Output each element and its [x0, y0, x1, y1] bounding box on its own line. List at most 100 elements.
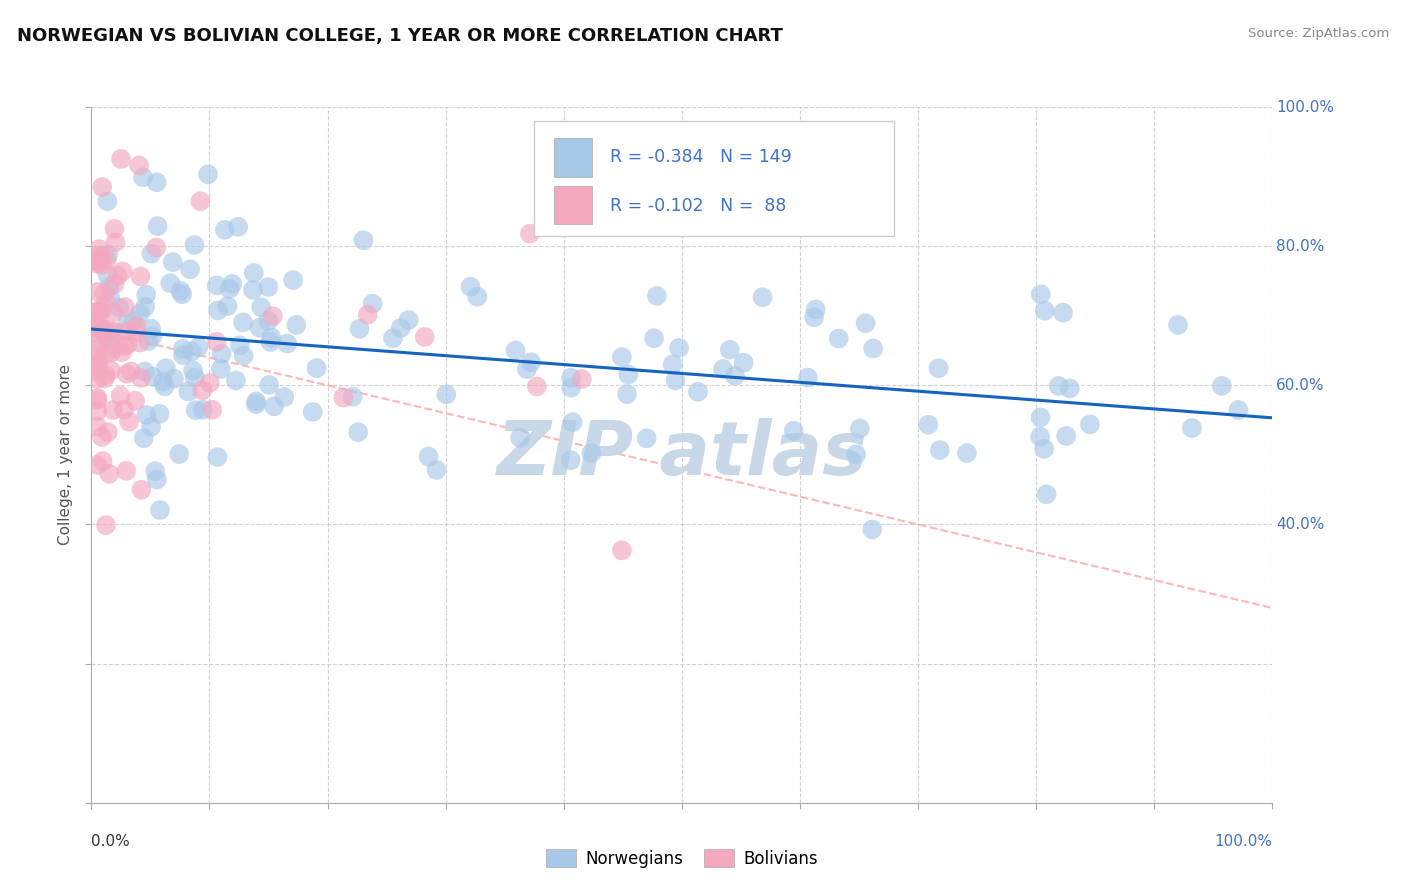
Point [276, 336, 298, 351]
Point [188, 194, 211, 209]
Point [184, 403, 207, 417]
Point [1167, 318, 1189, 332]
Point [125, 318, 148, 333]
Point [98, 280, 121, 294]
Point [172, 287, 194, 301]
Point [460, 279, 482, 293]
Point [184, 370, 207, 384]
Point [1029, 430, 1052, 444]
Point [94, 368, 117, 383]
Point [86, 320, 108, 334]
Point [349, 322, 371, 336]
Point [332, 391, 354, 405]
Point [91, 454, 114, 468]
Point [89, 304, 111, 318]
Point [172, 348, 194, 362]
Point [124, 393, 146, 408]
Point [1029, 287, 1052, 301]
Point [560, 381, 582, 395]
Point [91, 180, 114, 194]
Point [221, 277, 243, 291]
Point [1059, 381, 1081, 395]
Point [132, 170, 155, 185]
Text: 80.0%: 80.0% [1277, 239, 1324, 253]
Point [141, 321, 163, 335]
Text: 100.0%: 100.0% [1215, 834, 1272, 849]
Point [96, 194, 118, 209]
Point [232, 349, 254, 363]
Point [305, 361, 328, 376]
Point [257, 378, 280, 392]
Point [134, 300, 156, 314]
Point [733, 356, 755, 370]
Point [571, 372, 593, 386]
Point [96, 331, 118, 345]
Point [108, 301, 131, 315]
Point [138, 334, 160, 348]
Point [143, 464, 166, 478]
Point [134, 364, 156, 378]
Point [96, 268, 118, 282]
Point [89, 242, 111, 256]
Point [179, 262, 201, 277]
Text: R = -0.384   N = 149: R = -0.384 N = 149 [610, 148, 792, 166]
Point [398, 313, 420, 327]
Point [115, 325, 138, 339]
Point [245, 394, 267, 409]
Point [645, 289, 668, 303]
FancyBboxPatch shape [554, 138, 592, 177]
Point [686, 384, 709, 399]
Point [301, 405, 323, 419]
Point [229, 338, 252, 352]
Point [636, 431, 658, 445]
Point [198, 376, 221, 390]
Point [91, 321, 114, 335]
Point [711, 362, 734, 376]
Point [201, 402, 224, 417]
Point [191, 384, 214, 398]
Point [214, 223, 236, 237]
Point [828, 331, 851, 345]
Point [643, 331, 665, 345]
Text: Source: ZipAtlas.com: Source: ZipAtlas.com [1249, 27, 1389, 40]
Point [724, 368, 747, 383]
Point [797, 370, 820, 384]
Point [93, 286, 115, 301]
Point [560, 453, 582, 467]
Point [124, 324, 146, 338]
Point [285, 318, 308, 332]
Point [97, 248, 120, 262]
Point [90, 304, 112, 318]
Point [139, 419, 162, 434]
Point [260, 330, 283, 344]
Point [86, 254, 108, 268]
Point [1078, 417, 1101, 432]
Point [509, 431, 531, 445]
Point [104, 325, 127, 339]
Point [209, 362, 232, 376]
Point [100, 345, 122, 359]
Point [505, 343, 527, 358]
Point [129, 371, 152, 385]
Point [135, 408, 157, 422]
Point [855, 316, 877, 330]
Point [146, 219, 169, 233]
Point [1181, 421, 1204, 435]
Point [232, 315, 254, 329]
Point [122, 314, 145, 328]
Point [104, 277, 127, 291]
Point [115, 317, 138, 331]
Point [849, 421, 872, 435]
Point [1052, 305, 1074, 319]
Point [86, 304, 108, 318]
Point [342, 390, 364, 404]
Point [187, 340, 209, 354]
Point [928, 443, 950, 458]
Point [145, 240, 167, 254]
Point [86, 458, 108, 472]
Legend: Norwegians, Bolivians: Norwegians, Bolivians [538, 842, 825, 874]
Point [101, 403, 124, 417]
Point [93, 325, 115, 339]
Point [153, 379, 176, 393]
Point [352, 233, 374, 247]
